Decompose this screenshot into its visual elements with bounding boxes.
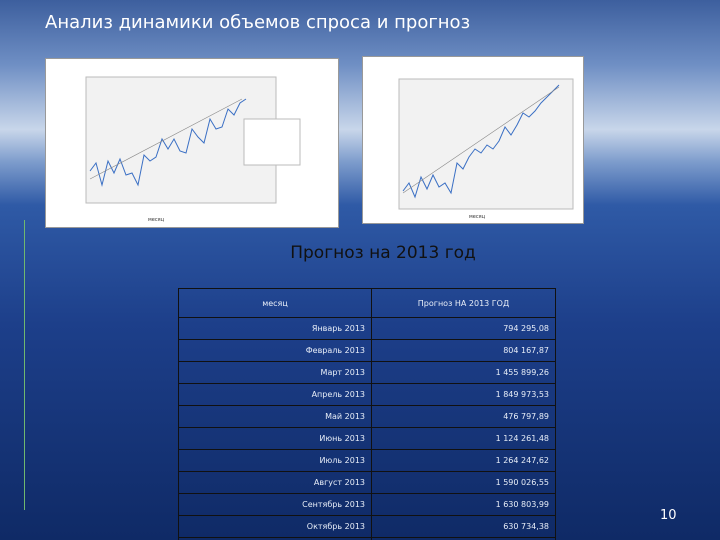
forecast-cell: 476 797,89 [371,405,556,428]
chart-thumbnail-left: месяц [45,58,339,228]
forecast-cell: 1 455 899,26 [371,361,556,384]
chart-image [85,76,301,204]
table-row: Сентябрь 2013 1 630 803,99 [178,493,556,516]
forecast-cell: 1 630 803,99 [371,493,556,516]
series-line [89,98,247,187]
table-row: Февраль 2013 804 167,87 [178,339,556,362]
month-cell: Апрель 2013 [178,383,372,406]
table-row: Июль 2013 1 264 247,62 [178,449,556,472]
trend-line [402,86,560,194]
table-header-row: месяц Прогноз НА 2013 ГОД [178,288,556,318]
table-row: Август 2013 1 590 026,55 [178,471,556,494]
forecast-table: месяц Прогноз НА 2013 ГОД Январь 2013 794… [178,288,556,540]
forecast-cell: 1 849 973,53 [371,383,556,406]
month-cell: Январь 2013 [178,317,372,340]
x-axis-label: месяц [469,214,486,220]
month-cell: Март 2013 [178,361,372,384]
x-axis-label: месяц [148,217,165,223]
table-row: Май 2013 476 797,89 [178,405,556,428]
header-cell: месяц [178,288,372,318]
header-cell: Прогноз НА 2013 ГОД [371,288,556,318]
table-row: Октябрь 2013 630 734,38 [178,515,556,538]
decor-line [24,220,25,510]
plot-area [398,78,574,210]
legend-box [243,118,301,166]
month-cell: Июнь 2013 [178,427,372,450]
chart-thumbnail-right: месяц [362,56,584,224]
month-cell: Октябрь 2013 [178,515,372,538]
month-cell: Июль 2013 [178,449,372,472]
forecast-cell: 1 476 872,86 [371,537,556,540]
table-row: Март 2013 1 455 899,26 [178,361,556,384]
page-number: 10 [660,508,677,523]
month-cell: Сентябрь 2013 [178,493,372,516]
slide-title: Анализ динамики объемов спроса и прогноз [45,12,471,33]
chart-image [398,78,574,210]
forecast-cell: 1 264 247,62 [371,449,556,472]
table-row: Июнь 2013 1 124 261,48 [178,427,556,450]
forecast-cell: 1 590 026,55 [371,471,556,494]
forecast-cell: 804 167,87 [371,339,556,362]
table-row: Апрель 2013 1 849 973,53 [178,383,556,406]
trend-line [89,98,243,180]
month-cell: Февраль 2013 [178,339,372,362]
forecast-cell: 1 124 261,48 [371,427,556,450]
month-cell: Август 2013 [178,471,372,494]
forecast-cell: 630 734,38 [371,515,556,538]
forecast-cell: 794 295,08 [371,317,556,340]
month-cell: Май 2013 [178,405,372,428]
table-row: Январь 2013 794 295,08 [178,317,556,340]
series-line [402,84,560,199]
subtitle: Прогноз на 2013 год [290,243,476,263]
